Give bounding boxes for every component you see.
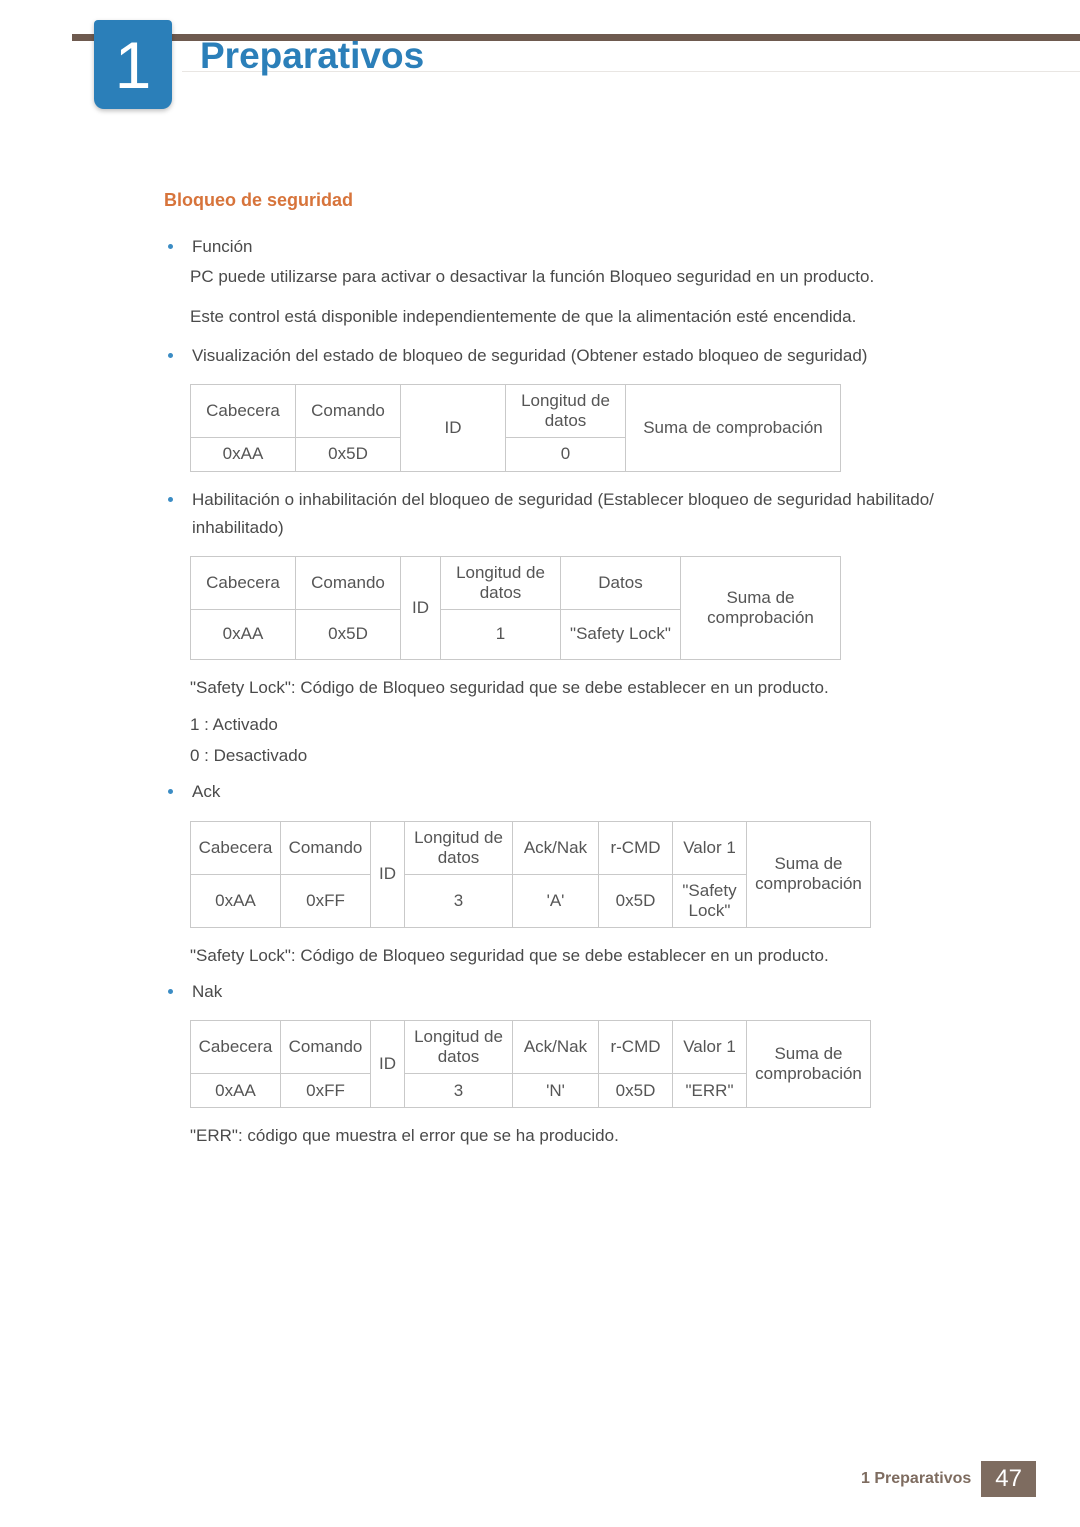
th-cabecera: Cabecera — [191, 821, 281, 874]
th-valor: Valor 1 — [673, 821, 747, 874]
td-longitud: 3 — [405, 1074, 513, 1108]
td-comando: 0xFF — [281, 874, 371, 927]
table-status: Cabecera Comando ID Longitud de datos Su… — [190, 384, 944, 472]
th-rcmd: r-CMD — [599, 821, 673, 874]
th-longitud: Longitud de datos — [441, 556, 561, 609]
th-comando: Comando — [296, 556, 401, 609]
td-datos: "Safety Lock" — [561, 609, 681, 659]
th-id: ID — [401, 384, 506, 471]
th-valor: Valor 1 — [673, 1021, 747, 1074]
td-comando: 0x5D — [296, 609, 401, 659]
note-desactivado: 0 : Desactivado — [164, 742, 944, 771]
footer-section-label: 1 Preparativos — [861, 1470, 971, 1488]
th-longitud: Longitud de datos — [506, 384, 626, 437]
td-longitud: 3 — [405, 874, 513, 927]
page-number: 47 — [981, 1461, 1036, 1497]
td-acknak: 'A' — [513, 874, 599, 927]
bullet-viz: Visualización del estado de bloqueo de s… — [166, 342, 944, 370]
td-rcmd: 0x5D — [599, 1074, 673, 1108]
th-datos: Datos — [561, 556, 681, 609]
bullet-ack: Ack — [166, 778, 944, 806]
td-cabecera: 0xAA — [191, 874, 281, 927]
td-valor: "ERR" — [673, 1074, 747, 1108]
th-comando: Comando — [281, 821, 371, 874]
th-rcmd: r-CMD — [599, 1021, 673, 1074]
funcion-line1: PC puede utilizarse para activar o desac… — [164, 261, 944, 293]
td-acknak: 'N' — [513, 1074, 599, 1108]
chapter-title: Preparativos — [200, 35, 424, 77]
note-activado: 1 : Activado — [164, 711, 944, 740]
th-cabecera: Cabecera — [191, 556, 296, 609]
th-comando: Comando — [281, 1021, 371, 1074]
table-ack: Cabecera Comando ID Longitud de datos Ac… — [190, 821, 944, 928]
td-valor: "Safety Lock" — [673, 874, 747, 927]
th-cabecera: Cabecera — [191, 384, 296, 437]
table-set: Cabecera Comando ID Longitud de datos Da… — [190, 556, 944, 660]
td-comando: 0xFF — [281, 1074, 371, 1108]
chapter-number-tab: 1 — [94, 20, 172, 109]
td-cabecera: 0xAA — [191, 437, 296, 471]
th-longitud: Longitud de datos — [405, 1021, 513, 1074]
bullet-hab: Habilitación o inhabilitación del bloque… — [166, 486, 944, 542]
page-footer: 1 Preparativos 47 — [861, 1461, 1080, 1497]
td-cabecera: 0xAA — [191, 1074, 281, 1108]
th-suma: Suma de comprobación — [681, 556, 841, 659]
th-suma: Suma de comprobación — [747, 1021, 871, 1108]
th-suma: Suma de comprobación — [626, 384, 841, 471]
section-heading: Bloqueo de seguridad — [164, 190, 944, 211]
th-id: ID — [371, 821, 405, 927]
td-comando: 0x5D — [296, 437, 401, 471]
th-comando: Comando — [296, 384, 401, 437]
th-acknak: Ack/Nak — [513, 1021, 599, 1074]
td-longitud: 0 — [506, 437, 626, 471]
note-err: "ERR": código que muestra el error que s… — [164, 1122, 944, 1151]
td-longitud: 1 — [441, 609, 561, 659]
bullet-nak: Nak — [166, 978, 944, 1006]
note-safetylock-2: "Safety Lock": Código de Bloqueo segurid… — [164, 942, 944, 971]
th-id: ID — [371, 1021, 405, 1108]
th-acknak: Ack/Nak — [513, 821, 599, 874]
funcion-line2: Este control está disponible independien… — [164, 301, 944, 333]
page-content: Bloqueo de seguridad Función PC puede ut… — [164, 190, 944, 1159]
bullet-funcion: Función — [166, 233, 944, 261]
chapter-number: 1 — [115, 27, 152, 103]
th-suma: Suma de comprobación — [747, 821, 871, 927]
th-longitud: Longitud de datos — [405, 821, 513, 874]
table-nak: Cabecera Comando ID Longitud de datos Ac… — [190, 1020, 944, 1108]
td-cabecera: 0xAA — [191, 609, 296, 659]
td-rcmd: 0x5D — [599, 874, 673, 927]
th-cabecera: Cabecera — [191, 1021, 281, 1074]
note-safetylock-1: "Safety Lock": Código de Bloqueo segurid… — [164, 674, 944, 703]
th-id: ID — [401, 556, 441, 659]
